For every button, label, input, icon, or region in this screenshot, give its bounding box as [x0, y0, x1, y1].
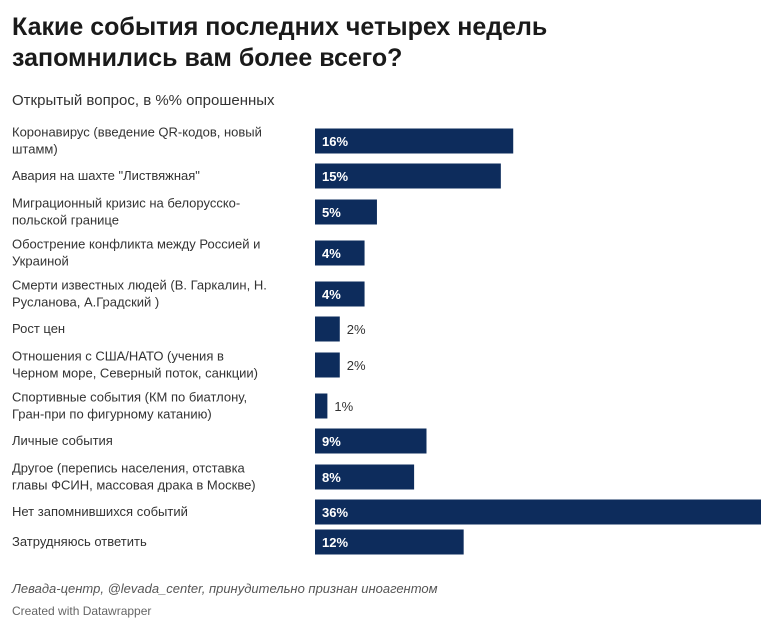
category-label: Рост цен: [12, 321, 65, 336]
value-label: 36%: [322, 505, 348, 520]
value-label: 4%: [322, 246, 341, 261]
category-label: Миграционный кризис на белорусско-польск…: [12, 196, 240, 228]
bar: [315, 529, 464, 555]
datawrapper-credit: Created with Datawrapper: [12, 604, 152, 618]
value-label: 2%: [347, 358, 366, 373]
value-label: 16%: [322, 134, 348, 149]
bar: [315, 316, 340, 342]
value-label: 9%: [322, 434, 341, 449]
value-label: 2%: [347, 322, 366, 337]
value-label: 5%: [322, 205, 341, 220]
value-label: 15%: [322, 169, 348, 184]
category-label: Смерти известных людей (В. Гаркалин, Н. Р…: [12, 278, 267, 310]
bar: [315, 352, 340, 378]
bar-chart: Коронавирус (введение QR-кодов, новый шта…: [12, 125, 761, 555]
value-label: 4%: [322, 287, 341, 302]
bar: [315, 428, 427, 454]
source-note: Левада-центр, @levada_center, принудител…: [12, 581, 438, 596]
bar: [315, 464, 415, 490]
bar: [315, 128, 514, 154]
category-label: Обострение конфликта между Россией и Укра…: [12, 237, 260, 269]
value-label: 12%: [322, 535, 348, 550]
category-label: Затрудняюсь ответить: [12, 534, 147, 549]
category-label: Коронавирус (введение QR-кодов, новый шта…: [12, 125, 262, 157]
category-label: Отношения с США/НАТО (учения в Черном мор…: [12, 349, 258, 381]
value-label: 1%: [334, 399, 353, 414]
bar: [315, 499, 761, 525]
bar: [315, 163, 501, 189]
category-label: Авария на шахте "Листвяжная": [12, 168, 200, 183]
category-label: Личные события: [12, 433, 113, 448]
category-label: Нет запомнившихся событий: [12, 504, 188, 519]
category-label: Другое (перепись населения, отставка глав…: [12, 461, 256, 493]
bar: [315, 199, 377, 225]
bar: [315, 240, 365, 266]
chart-title: Какие события последних четырех недель з…: [12, 13, 548, 72]
value-label: 8%: [322, 470, 341, 485]
bar: [315, 281, 365, 307]
category-label: Спортивные события (КМ по биатлону, Гран-…: [12, 390, 247, 422]
bar: [315, 393, 328, 419]
chart-subtitle: Открытый вопрос, в %% опрошенных: [12, 92, 275, 109]
